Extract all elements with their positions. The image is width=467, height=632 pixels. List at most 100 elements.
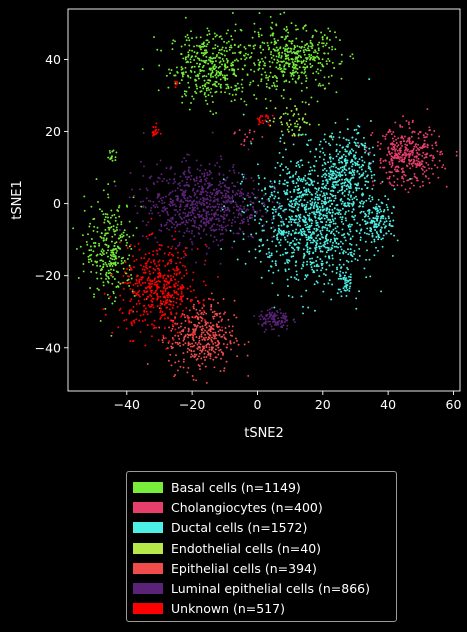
data-point (288, 215, 291, 218)
data-point (387, 131, 390, 134)
data-point (148, 252, 151, 255)
data-point (217, 219, 220, 222)
data-point (334, 222, 337, 225)
data-point (241, 90, 244, 93)
data-point (145, 197, 148, 200)
data-point (180, 66, 183, 69)
data-point (303, 230, 306, 233)
data-point (187, 75, 190, 78)
data-point (182, 360, 185, 363)
data-point (303, 199, 306, 202)
data-point (327, 210, 330, 213)
data-point (392, 219, 395, 222)
data-point (350, 148, 353, 151)
data-point (133, 260, 136, 263)
data-point (148, 305, 151, 308)
data-point (329, 205, 332, 208)
data-point (220, 224, 223, 227)
data-point (196, 62, 198, 65)
data-point (403, 151, 406, 154)
data-point (355, 128, 358, 131)
data-point (240, 219, 243, 222)
data-point (109, 295, 112, 298)
data-point (309, 63, 312, 65)
data-point (303, 254, 306, 257)
data-point (133, 319, 136, 322)
data-point (349, 225, 352, 228)
data-point (351, 174, 354, 177)
data-point (345, 294, 348, 297)
data-point (200, 178, 202, 181)
data-point (225, 200, 228, 203)
data-point (241, 210, 244, 213)
data-point (363, 148, 366, 151)
data-point (254, 197, 257, 200)
data-point (234, 23, 237, 26)
data-point (179, 184, 181, 187)
data-point (327, 142, 330, 145)
data-point (401, 158, 404, 161)
data-point (216, 314, 218, 317)
data-point (182, 57, 185, 60)
data-point (219, 262, 222, 265)
data-point (178, 241, 181, 244)
data-point (338, 189, 341, 192)
data-point (171, 216, 174, 219)
data-point (175, 273, 178, 276)
data-point (341, 228, 344, 231)
data-point (177, 343, 180, 346)
data-point (329, 225, 332, 228)
data-point (258, 177, 261, 179)
data-point (455, 150, 458, 153)
data-point (214, 35, 217, 38)
data-point (181, 95, 184, 98)
data-point (209, 321, 212, 324)
data-point (183, 196, 185, 198)
data-point (362, 193, 365, 196)
data-point (179, 188, 182, 191)
data-point (245, 210, 247, 212)
data-point (101, 210, 103, 213)
data-point (181, 160, 184, 163)
data-point (387, 146, 390, 149)
data-point (222, 298, 225, 300)
data-point (201, 348, 204, 351)
data-point (268, 199, 271, 202)
data-point (425, 156, 427, 159)
data-point (291, 218, 294, 221)
data-point (410, 182, 413, 185)
data-point (279, 232, 282, 235)
data-point (168, 220, 171, 222)
data-point (233, 88, 236, 91)
data-point (349, 253, 352, 256)
data-point (272, 120, 275, 123)
data-point (206, 43, 209, 46)
data-point (206, 350, 209, 353)
data-point (400, 184, 403, 187)
data-point (407, 123, 410, 126)
data-point (187, 330, 190, 333)
data-point (285, 106, 288, 109)
data-point (278, 203, 281, 206)
data-point (189, 211, 192, 214)
data-point (218, 349, 221, 352)
data-point (220, 196, 223, 199)
data-point (329, 170, 332, 173)
data-point (133, 294, 136, 297)
data-point (290, 195, 293, 198)
data-point (325, 169, 328, 172)
data-point (331, 211, 334, 214)
data-point (283, 11, 286, 14)
data-point (160, 225, 163, 227)
data-point (171, 342, 174, 345)
data-point (157, 260, 160, 263)
data-point (329, 248, 332, 251)
data-point (403, 156, 406, 159)
data-point (348, 202, 351, 205)
data-point (287, 54, 290, 57)
data-point (184, 223, 187, 226)
data-point (295, 270, 298, 273)
data-point (271, 201, 274, 203)
data-point (130, 308, 133, 311)
data-point (221, 53, 224, 56)
